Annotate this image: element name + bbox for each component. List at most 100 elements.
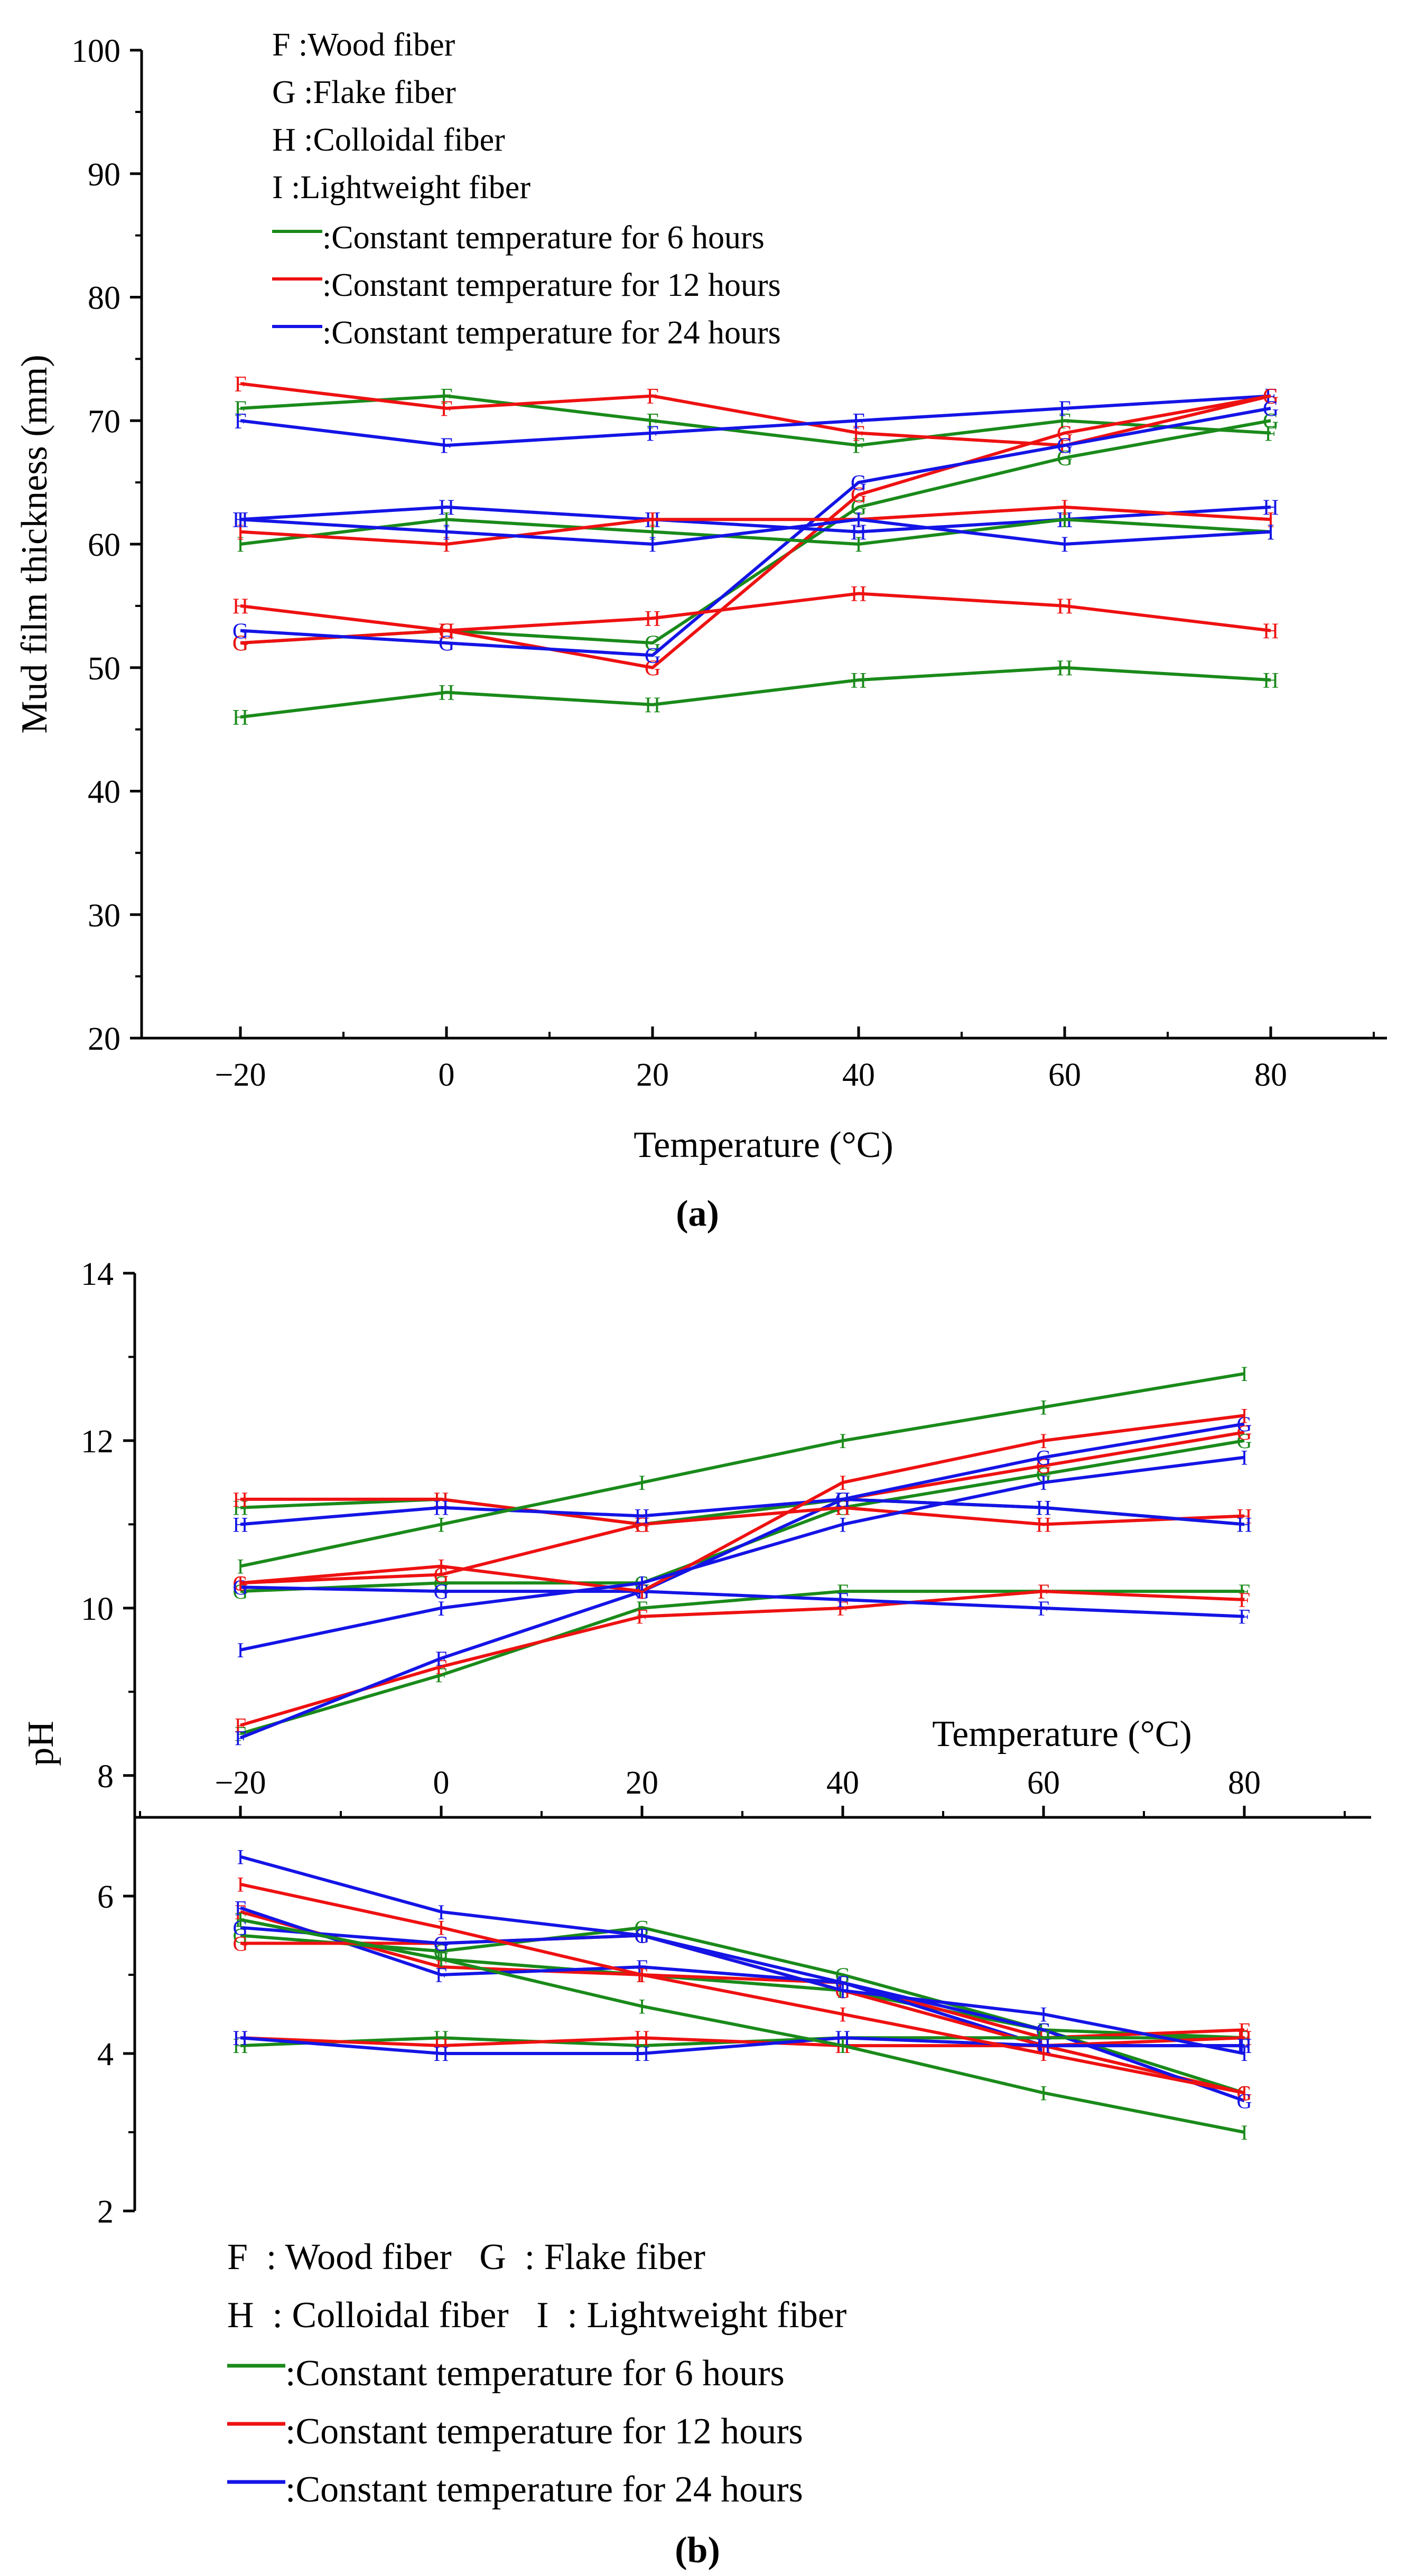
point-H-6h-3: H — [851, 669, 867, 693]
point-G-24h-3: G — [851, 471, 867, 496]
legend-a-label-6h: :Constant temperature for 6 hours — [322, 220, 765, 256]
point-G-12h-0: G — [233, 1931, 248, 1955]
point-H-24h-2: H — [635, 1505, 650, 1528]
point-H-24h-0: H — [233, 1513, 248, 1536]
series-line-F-6h — [240, 394, 1271, 447]
point-I-12h-1: I — [443, 533, 450, 557]
y-tick-label: 50 — [88, 651, 120, 687]
point-I-12h-2: I — [638, 1963, 645, 1987]
series-line-H-24h — [240, 2036, 1244, 2055]
point-F-6h-3: F — [852, 434, 864, 459]
point-F-6h-5: F — [1239, 1580, 1250, 1603]
series-line-F-12h — [240, 382, 1271, 447]
point-I-6h-1: I — [437, 1947, 444, 1971]
series-line-G-24h — [240, 1926, 1245, 2103]
point-F-12h-3: F — [837, 1597, 849, 1620]
point-F-24h-2: F — [646, 422, 658, 446]
panel-b-y-axis-title: pH — [21, 1721, 61, 1766]
legend-a-label-12h: :Constant temperature for 12 hours — [322, 267, 781, 303]
panel-a-y-axis-title: Mud film thickness (mm) — [14, 354, 55, 733]
series-line-H-12h — [240, 1497, 1245, 1526]
legend-b-label-24h: :Constant temperature for 24 hours — [285, 2469, 803, 2510]
point-I-6h-5: I — [1241, 1362, 1247, 1386]
point-G-12h-4: G — [1057, 422, 1073, 446]
series-line-H-6h — [240, 666, 1271, 719]
point-F-6h-0: F — [235, 1722, 246, 1746]
point-F-24h-0: F — [235, 1896, 246, 1920]
panel-a-x-axis-title: Temperature (°C) — [634, 1125, 893, 1165]
point-I-24h-4: I — [1040, 2003, 1047, 2027]
point-H-24h-1: H — [439, 496, 454, 520]
panel-a-series: FFFFFFFFFFFFFFFFFFGGGGGGGGGGGGGGGGGGHHHH… — [232, 372, 1279, 730]
point-F-12h-1: F — [440, 397, 452, 422]
series-line-H-24h — [240, 1497, 1245, 1526]
series-line-I-6h — [240, 518, 1271, 546]
x-tick-label: −20 — [215, 1057, 266, 1093]
panel-a-caption: (a) — [676, 1193, 719, 1234]
point-I-24h-2: I — [638, 1571, 645, 1595]
point-H-24h-3: H — [835, 1488, 851, 1511]
point-I-24h-3: I — [839, 1513, 846, 1536]
series-line-F-24h — [240, 394, 1271, 447]
point-I-12h-1: I — [437, 1555, 444, 1579]
point-H-12h-4: H — [1036, 1513, 1051, 1536]
point-G-12h-0: G — [232, 632, 248, 656]
point-H-12h-2: H — [645, 607, 660, 631]
point-F-6h-2: F — [646, 409, 658, 434]
y-tick-label: 10 — [81, 1591, 114, 1627]
point-F-6h-3: F — [837, 1580, 849, 1603]
legend-a-fiber-f: F :Wood fiber — [272, 27, 455, 63]
legend-a-fiber-g: G :Flake fiber — [272, 74, 456, 110]
point-G-24h-1: G — [434, 1580, 449, 1603]
point-F-6h-5: F — [1264, 422, 1277, 446]
point-G-24h-2: G — [645, 644, 660, 668]
point-G-12h-2: G — [645, 656, 660, 680]
y-tick-label: 6 — [97, 1879, 114, 1915]
point-I-12h-2: I — [638, 1580, 645, 1603]
point-G-12h-5: G — [1263, 385, 1279, 409]
point-I-6h-4: I — [1040, 2082, 1047, 2105]
point-H-12h-0: H — [233, 1488, 248, 1511]
point-I-24h-4: I — [1061, 533, 1068, 557]
point-I-24h-4: I — [1040, 1471, 1047, 1495]
point-H-6h-0: H — [232, 706, 248, 730]
point-F-12h-5: F — [1239, 1588, 1250, 1612]
point-F-24h-3: F — [837, 1588, 849, 1612]
point-I-12h-0: I — [237, 1873, 244, 1897]
point-I-24h-5: I — [1267, 520, 1274, 545]
point-F-6h-1: F — [440, 385, 452, 409]
y-tick-label: 20 — [88, 1021, 120, 1057]
point-I-24h-2: I — [638, 1924, 645, 1948]
series-line-G-24h — [240, 406, 1271, 657]
y-tick-label: 100 — [71, 33, 120, 69]
panel-b-caption: (b) — [675, 2530, 720, 2571]
series-line-H-24h — [240, 505, 1271, 534]
point-F-6h-2: F — [636, 1597, 648, 1620]
point-I-24h-1: I — [443, 520, 450, 545]
point-H-24h-0: H — [233, 2026, 248, 2050]
point-H-12h-4: H — [1057, 595, 1073, 619]
point-F-24h-0: F — [235, 1726, 246, 1750]
point-F-24h-3: F — [852, 409, 864, 434]
series-line-I-24h — [240, 518, 1271, 546]
point-I-24h-3: I — [855, 508, 862, 533]
point-I-12h-2: I — [649, 508, 656, 533]
point-G-24h-5: G — [1263, 397, 1279, 422]
series-line-I-6h — [240, 1372, 1245, 1568]
y-tick-label: 2 — [97, 2194, 114, 2230]
point-G-24h-0: G — [232, 619, 248, 643]
point-F-12h-0: F — [235, 1714, 246, 1738]
series-line-F-12h — [240, 1590, 1245, 1727]
point-H-12h-5: H — [1263, 619, 1279, 643]
legend-a-label-24h: :Constant temperature for 24 hours — [322, 315, 781, 351]
point-I-6h-4: I — [1061, 508, 1068, 533]
point-H-24h-1: H — [434, 1496, 449, 1520]
point-H-6h-2: H — [645, 694, 660, 718]
point-F-6h-1: F — [435, 1664, 447, 1687]
y-tick-label: 70 — [88, 404, 120, 440]
point-I-6h-1: I — [437, 1513, 444, 1536]
y-tick-label: 8 — [97, 1759, 114, 1795]
